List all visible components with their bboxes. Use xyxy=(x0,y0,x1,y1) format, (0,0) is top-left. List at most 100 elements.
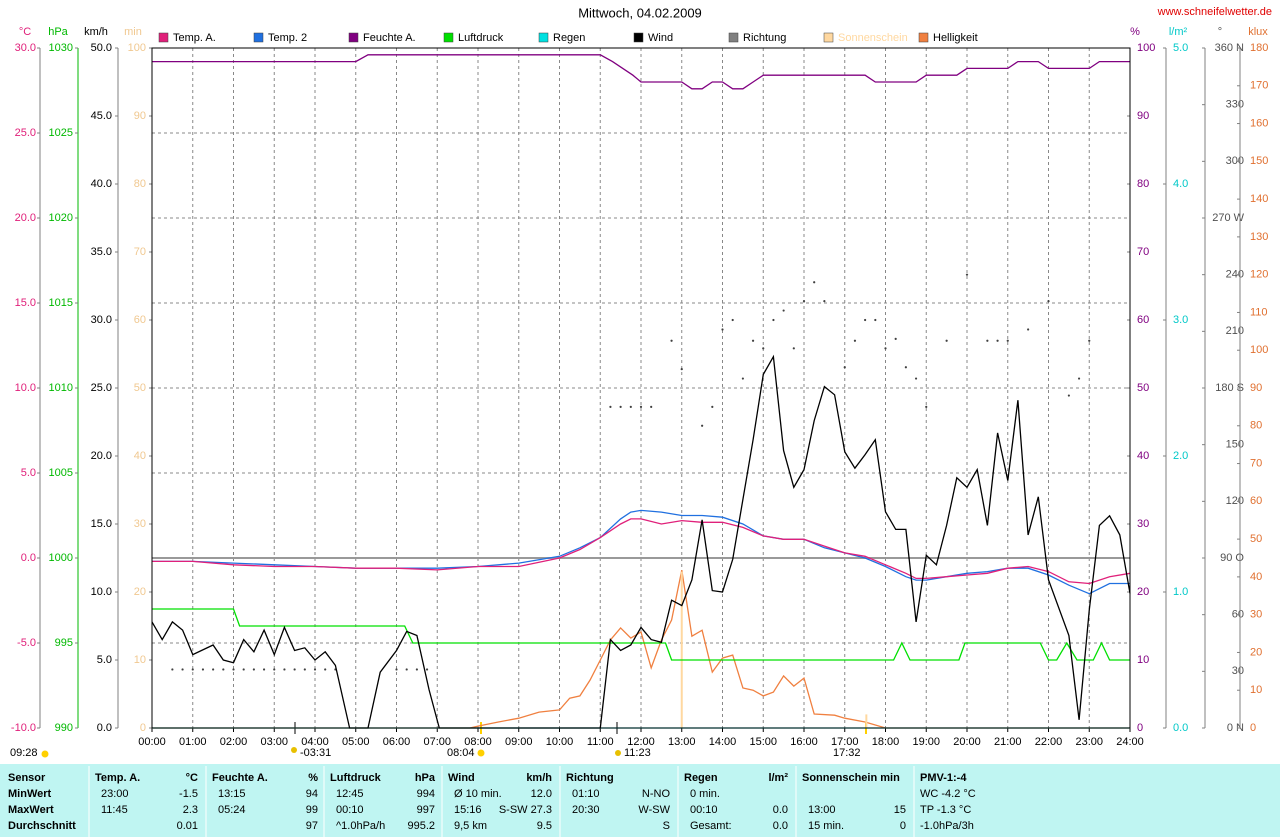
table-cell: W-SW xyxy=(638,804,670,816)
y-tick-label: 20.0 xyxy=(91,450,112,462)
table-cell: S xyxy=(663,820,670,832)
y-tick-label: 20 xyxy=(134,586,146,598)
direction-dot xyxy=(1006,339,1009,342)
table-cell: 2.3 xyxy=(183,804,198,816)
legend-swatch xyxy=(633,32,644,43)
y-tick-label: 30 xyxy=(1232,665,1244,677)
table-cell: 11:45 xyxy=(101,804,128,816)
direction-dot xyxy=(721,328,724,331)
y-tick-label: 1.0 xyxy=(1173,586,1188,598)
x-tick-label: 10:00 xyxy=(546,736,574,748)
table-cell: 15 min. xyxy=(808,820,844,832)
legend-label: Helligkeit xyxy=(933,32,978,44)
direction-dot xyxy=(853,339,857,342)
y-tick-label: 35.0 xyxy=(91,246,112,258)
table-cell: Gesamt: xyxy=(690,820,732,832)
legend-label: Luftdruck xyxy=(458,32,504,44)
y-tick-label: 90 O xyxy=(1220,552,1244,564)
y-tick-label: 30.0 xyxy=(15,42,36,54)
table-cell: 0.0 xyxy=(773,804,788,816)
direction-dot xyxy=(273,668,276,671)
table-cell: 05:24 xyxy=(218,804,246,816)
y-tick-label: 25.0 xyxy=(91,382,112,394)
y-tick-label: 1020 xyxy=(49,212,73,224)
y-tick-label: 30 xyxy=(1137,518,1149,530)
axis-unit: % xyxy=(1130,26,1140,38)
y-tick-label: 1015 xyxy=(49,297,73,309)
x-tick-label: 08:00 xyxy=(464,736,492,748)
y-tick-label: 0.0 xyxy=(97,722,112,734)
direction-dot xyxy=(262,668,266,671)
table-cell: 23:00 xyxy=(101,788,129,800)
y-tick-label: 5.0 xyxy=(97,654,112,666)
y-tick-label: 5.0 xyxy=(1173,42,1188,54)
axis-unit: klux xyxy=(1248,26,1268,38)
direction-dot xyxy=(650,405,653,408)
y-tick-label: 150 xyxy=(1250,155,1268,167)
direction-dot xyxy=(619,405,622,408)
table-cell: 994 xyxy=(417,788,435,800)
table-cell: 0.01 xyxy=(177,820,198,832)
table-header-unit: hPa xyxy=(415,772,436,784)
annotation: 11:23 xyxy=(624,747,651,759)
legend-label: Temp. A. xyxy=(173,32,216,44)
y-tick-label: 20 xyxy=(1250,646,1262,658)
x-tick-label: 13:00 xyxy=(668,736,696,748)
x-tick-label: 09:00 xyxy=(505,736,533,748)
y-tick-label: 995 xyxy=(55,637,73,649)
table-cell: 15 xyxy=(894,804,906,816)
direction-dot xyxy=(772,318,775,322)
table-cell: 13:15 xyxy=(218,788,246,800)
legend-label: Richtung xyxy=(743,32,786,44)
table-cell: 20:30 xyxy=(572,804,600,816)
x-tick-label: 00:00 xyxy=(138,736,166,748)
y-tick-label: 10.0 xyxy=(15,382,36,394)
x-tick-label: 23:00 xyxy=(1075,736,1103,748)
y-tick-label: 1000 xyxy=(49,552,73,564)
y-tick-label: 40 xyxy=(134,450,146,462)
source-link[interactable]: www.schneifelwetter.de xyxy=(1157,6,1272,18)
direction-dot xyxy=(242,668,245,671)
y-tick-label: 70 xyxy=(1137,246,1149,258)
y-tick-label: 130 xyxy=(1250,231,1268,243)
table-cell: ^1.0hPa/h xyxy=(336,820,385,832)
y-tick-label: 110 xyxy=(1250,306,1268,318)
direction-dot xyxy=(222,668,225,671)
direction-dot xyxy=(1027,328,1030,331)
direction-dot xyxy=(843,366,846,369)
table-cell: Ø 10 min. xyxy=(454,788,502,800)
table-header: Sonnenschein min xyxy=(802,772,900,784)
direction-dot xyxy=(782,309,785,312)
y-tick-label: 100 xyxy=(1250,344,1268,356)
direction-dot xyxy=(996,339,999,342)
y-tick-label: 160 xyxy=(1250,117,1268,129)
table-cell: 00:10 xyxy=(336,804,364,816)
y-tick-label: 30.0 xyxy=(91,314,112,326)
x-tick-label: 16:00 xyxy=(790,736,818,748)
axis-unit: min xyxy=(124,26,142,38)
plot-frame xyxy=(151,47,1131,729)
x-tick-label: 14:00 xyxy=(709,736,737,748)
table-cell: N-NO xyxy=(642,788,671,800)
direction-dot xyxy=(802,300,806,303)
y-tick-label: 210 xyxy=(1226,325,1244,337)
y-tick-label: 90 xyxy=(134,110,146,122)
y-tick-label: 60 xyxy=(1137,314,1149,326)
table-cell: 9,5 km xyxy=(454,820,487,832)
y-tick-label: 2.0 xyxy=(1173,450,1188,462)
x-tick-label: 24:00 xyxy=(1116,736,1144,748)
y-tick-label: 5.0 xyxy=(21,467,36,479)
legend-swatch xyxy=(538,32,549,43)
y-tick-label: 80 xyxy=(1250,420,1262,432)
direction-dot xyxy=(680,368,683,371)
table-cell: 12.0 xyxy=(531,788,552,800)
annotation: 17:32 xyxy=(833,747,861,759)
y-tick-label: 0 xyxy=(1137,722,1143,734)
direction-dot xyxy=(986,339,989,342)
legend-swatch xyxy=(918,32,929,43)
x-tick-label: 11:00 xyxy=(587,736,614,748)
legend-swatch xyxy=(443,32,454,43)
y-tick-label: 120 xyxy=(1250,269,1268,281)
y-tick-label: -10.0 xyxy=(11,722,36,734)
